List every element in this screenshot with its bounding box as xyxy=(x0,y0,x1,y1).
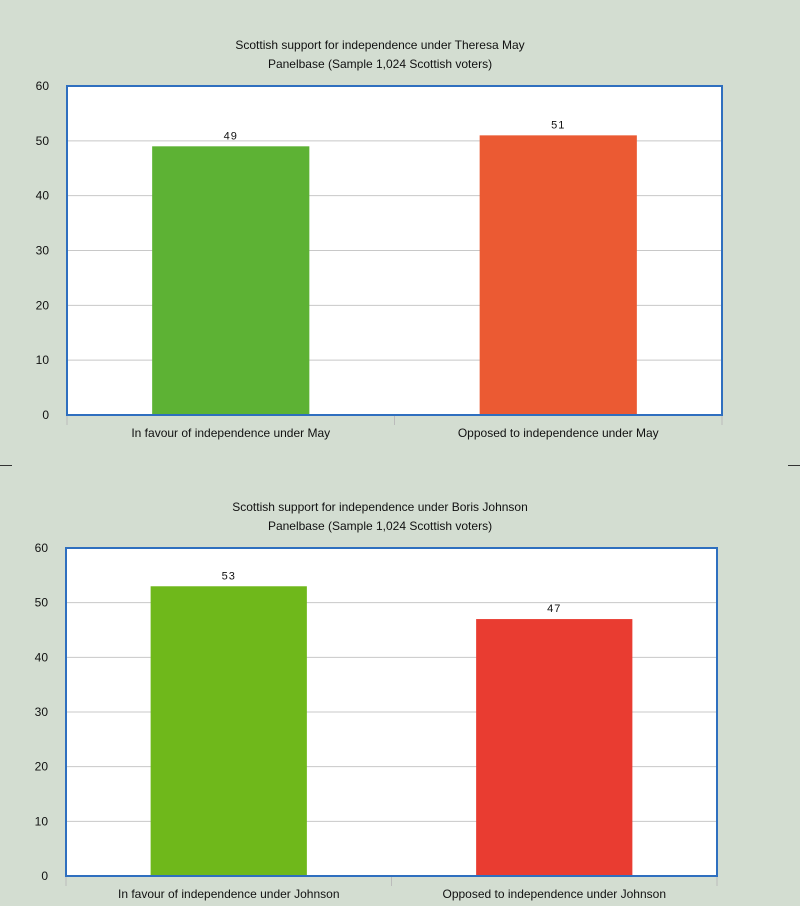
chart-title: Scottish support for independence under … xyxy=(235,38,525,52)
data-label: 49 xyxy=(224,130,238,142)
y-tick-label: 40 xyxy=(36,189,50,203)
bar xyxy=(476,619,633,876)
chart-title: Scottish support for independence under … xyxy=(232,500,528,514)
chart-plot: 0 10 20 30 40 50 60 49 In favour of independence… xyxy=(36,79,723,440)
chart-subtitle: Panelbase (Sample 1,024 Scottish voters) xyxy=(267,519,493,533)
y-tick-label: 30 xyxy=(36,244,50,258)
y-tick-label: 10 xyxy=(35,814,49,828)
plot-border xyxy=(65,547,718,877)
y-tick-label: 60 xyxy=(36,79,50,93)
y-tick-label: 10 xyxy=(36,353,50,367)
y-tick-label: 30 xyxy=(35,705,49,719)
x-tick-label: In favour of independence under Johnson xyxy=(118,887,340,901)
chart-may: Scottish support for independence under … xyxy=(0,0,800,450)
y-tick-label: 40 xyxy=(35,650,49,664)
chart-johnson: Scottish support for independence under … xyxy=(0,460,800,906)
y-tick-label: 50 xyxy=(35,596,49,610)
x-tick-label: Opposed to independence under Johnson xyxy=(442,887,666,901)
y-tick-label: 50 xyxy=(36,134,50,148)
bar xyxy=(479,135,637,415)
separator-right xyxy=(788,465,800,466)
x-tick-label: Opposed to independence under May xyxy=(458,426,659,440)
data-label: 47 xyxy=(547,603,561,615)
x-tick-label: In favour of independence under May xyxy=(131,426,330,440)
data-label: 51 xyxy=(551,119,565,131)
separator-left xyxy=(0,465,12,466)
chart-subtitle: Panelbase (Sample 1,024 Scottish voters) xyxy=(267,57,493,71)
y-tick-label: 20 xyxy=(35,760,49,774)
y-tick-label: 0 xyxy=(42,408,49,422)
plot-border xyxy=(66,85,723,416)
bar xyxy=(152,146,310,416)
y-tick-label: 60 xyxy=(35,541,49,555)
y-tick-label: 20 xyxy=(36,298,50,312)
chart-plot: 0 10 20 30 40 50 60 53 In favour of independence… xyxy=(35,541,718,901)
data-label: 53 xyxy=(222,570,236,582)
y-tick-label: 0 xyxy=(41,869,48,883)
bar xyxy=(150,586,307,876)
